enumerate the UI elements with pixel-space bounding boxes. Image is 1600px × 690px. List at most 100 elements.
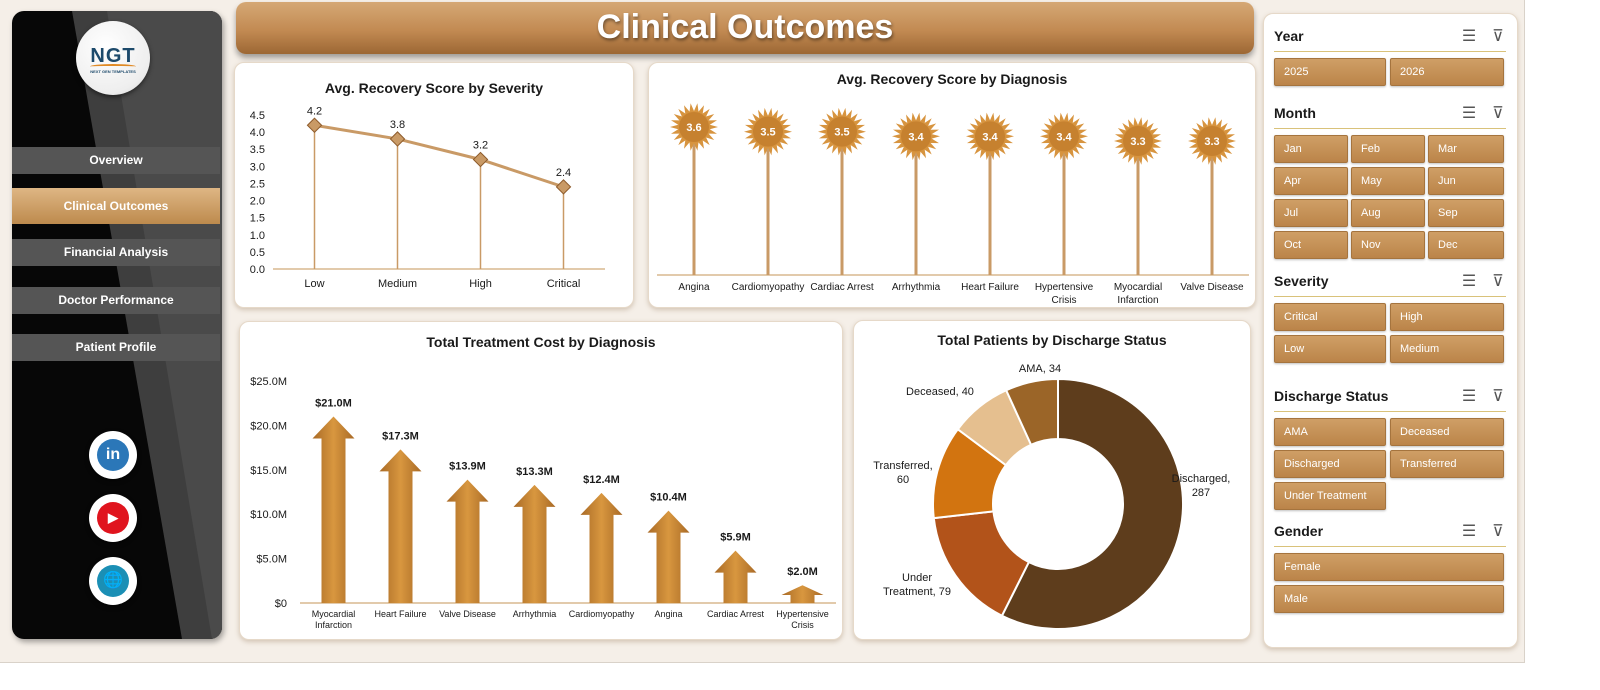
recovery-by-diagnosis-title: Avg. Recovery Score by Diagnosis [836, 71, 1068, 87]
data-label: AMA, 34 [1019, 363, 1061, 375]
treatment-cost-chart: $0 $5.0M $10.0M $15.0M $20.0M $25.0M $21.0M Myo… [250, 376, 836, 630]
clear-filter-icon[interactable]: ⊽ [1492, 105, 1504, 122]
youtube-icon: ▶ [97, 502, 129, 534]
nav-clinical-outcomes[interactable]: Clinical Outcomes [12, 188, 220, 224]
x-tick-label: Valve Disease [1180, 282, 1244, 293]
data-label: 3.3 [1130, 136, 1145, 148]
data-label: 3.5 [760, 127, 775, 139]
x-tick-label: Myocardial Infarction [312, 609, 356, 630]
data-label: 4.2 [307, 105, 322, 117]
clear-filter-icon[interactable]: ⊽ [1492, 388, 1504, 405]
sidebar-decoration [72, 11, 222, 639]
severity-slicer-header: Severity ☰ ⊽ [1274, 269, 1506, 297]
slicer-item-jul[interactable]: Jul [1274, 199, 1348, 227]
y-tick-label: 0.0 [250, 264, 265, 276]
slicer-item-mar[interactable]: Mar [1428, 135, 1504, 163]
clear-filter-icon[interactable]: ⊽ [1492, 273, 1504, 290]
month-slicer-header: Month ☰ ⊽ [1274, 101, 1506, 129]
x-tick-label: Cardiac Arrest [707, 609, 765, 619]
x-tick-label: Arrhythmia [892, 282, 941, 293]
logo-text: NGT [90, 45, 136, 67]
data-label: 3.3 [1204, 136, 1219, 148]
x-tick-label: Cardiomyopathy [732, 282, 805, 293]
y-tick-label: 4.5 [250, 110, 265, 122]
slicer-item-critical[interactable]: Critical [1274, 303, 1386, 331]
slicer-item-medium[interactable]: Medium [1390, 335, 1504, 363]
nav-financial-analysis[interactable]: Financial Analysis [12, 239, 220, 266]
slicer-item-sep[interactable]: Sep [1428, 199, 1504, 227]
x-tick-label: Medium [378, 278, 417, 290]
slicer-item-transferred[interactable]: Transferred [1390, 450, 1504, 478]
y-tick-label: $10.0M [250, 509, 287, 521]
data-point [389, 131, 406, 147]
slicer-item-deceased[interactable]: Deceased [1390, 418, 1504, 446]
website-link[interactable]: 🌐 [89, 557, 137, 605]
discharge-status-slicer-header: Discharge Status ☰ ⊽ [1274, 384, 1506, 412]
marker-core [1123, 126, 1153, 156]
month-slicer-title: Month [1274, 105, 1316, 121]
multi-select-icon[interactable]: ☰ [1461, 28, 1477, 45]
series-line [314, 123, 564, 189]
data-label: $2.0M [787, 566, 818, 578]
dashboard-canvas: NGT NEXT GEN TEMPLATES Overview Clinical… [0, 0, 1525, 663]
slicer-item-feb[interactable]: Feb [1351, 135, 1425, 163]
youtube-link[interactable]: ▶ [89, 494, 137, 542]
marker-core [679, 112, 709, 142]
y-tick-label: 0.5 [250, 247, 265, 259]
nav-overview[interactable]: Overview [12, 147, 220, 174]
slicer-item-apr[interactable]: Apr [1274, 167, 1348, 195]
multi-select-icon[interactable]: ☰ [1461, 273, 1477, 290]
slicer-item-jan[interactable]: Jan [1274, 135, 1348, 163]
sidebar: NGT NEXT GEN TEMPLATES Overview Clinical… [12, 11, 222, 639]
x-tick-label: Cardiomyopathy [569, 609, 635, 619]
y-tick-label: $25.0M [250, 376, 287, 388]
cost-arrow-bar [379, 449, 422, 603]
recovery-by-severity-title: Avg. Recovery Score by Severity [324, 80, 544, 96]
y-tick-label: $0 [275, 598, 287, 610]
title-banner: Clinical Outcomes [236, 2, 1254, 54]
marker-core [753, 116, 783, 147]
data-label: $13.3M [516, 466, 553, 478]
y-tick-label: $20.0M [250, 420, 287, 432]
multi-select-icon[interactable]: ☰ [1461, 105, 1477, 122]
page-title: Clinical Outcomes [596, 8, 894, 46]
multi-select-icon[interactable]: ☰ [1461, 388, 1477, 405]
data-label: $12.4M [583, 474, 620, 486]
clear-filter-icon[interactable]: ⊽ [1492, 523, 1504, 540]
slicer-item-under-treatment[interactable]: Under Treatment [1274, 482, 1386, 510]
discharge-status-slicer-title: Discharge Status [1274, 388, 1389, 404]
slicer-item-high[interactable]: High [1390, 303, 1504, 331]
slicer-item-female[interactable]: Female [1274, 553, 1504, 581]
data-label: $17.3M [382, 430, 419, 442]
nav-doctor-performance[interactable]: Doctor Performance [12, 287, 220, 314]
slicer-item-2025[interactable]: 2025 [1274, 58, 1386, 86]
logo-subtext: NEXT GEN TEMPLATES [90, 69, 136, 74]
data-label: 3.8 [390, 119, 405, 131]
treatment-cost-card: Total Treatment Cost by Diagnosis $0 $5.0… [239, 321, 843, 640]
data-label: 3.4 [982, 131, 998, 143]
x-tick-label: Low [304, 278, 324, 290]
recovery-by-severity-card: Avg. Recovery Score by Severity 0.0 0.5 1.… [234, 62, 634, 308]
slicer-item-2026[interactable]: 2026 [1390, 58, 1504, 86]
slicer-item-dec[interactable]: Dec [1428, 231, 1504, 259]
slicer-item-aug[interactable]: Aug [1351, 199, 1425, 227]
slicer-item-nov[interactable]: Nov [1351, 231, 1425, 259]
multi-select-icon[interactable]: ☰ [1461, 523, 1477, 540]
clear-filter-icon[interactable]: ⊽ [1492, 28, 1504, 45]
slicer-item-low[interactable]: Low [1274, 335, 1386, 363]
linkedin-link[interactable]: in [89, 431, 137, 479]
slicer-item-ama[interactable]: AMA [1274, 418, 1386, 446]
nav-patient-profile[interactable]: Patient Profile [12, 334, 220, 361]
marker-core [1049, 121, 1079, 152]
data-label: $5.9M [720, 532, 751, 544]
marker-core [1197, 126, 1227, 156]
y-tick-label: 2.0 [250, 196, 265, 208]
slicer-item-male[interactable]: Male [1274, 585, 1504, 613]
discharge-status-card: Total Patients by Discharge Status Disch… [853, 320, 1251, 640]
x-tick-label: Heart Failure [374, 609, 426, 619]
slicer-item-oct[interactable]: Oct [1274, 231, 1348, 259]
slicer-item-may[interactable]: May [1351, 167, 1425, 195]
slicer-item-jun[interactable]: Jun [1428, 167, 1504, 195]
gender-slicer-title: Gender [1274, 523, 1324, 539]
slicer-item-discharged[interactable]: Discharged [1274, 450, 1386, 478]
